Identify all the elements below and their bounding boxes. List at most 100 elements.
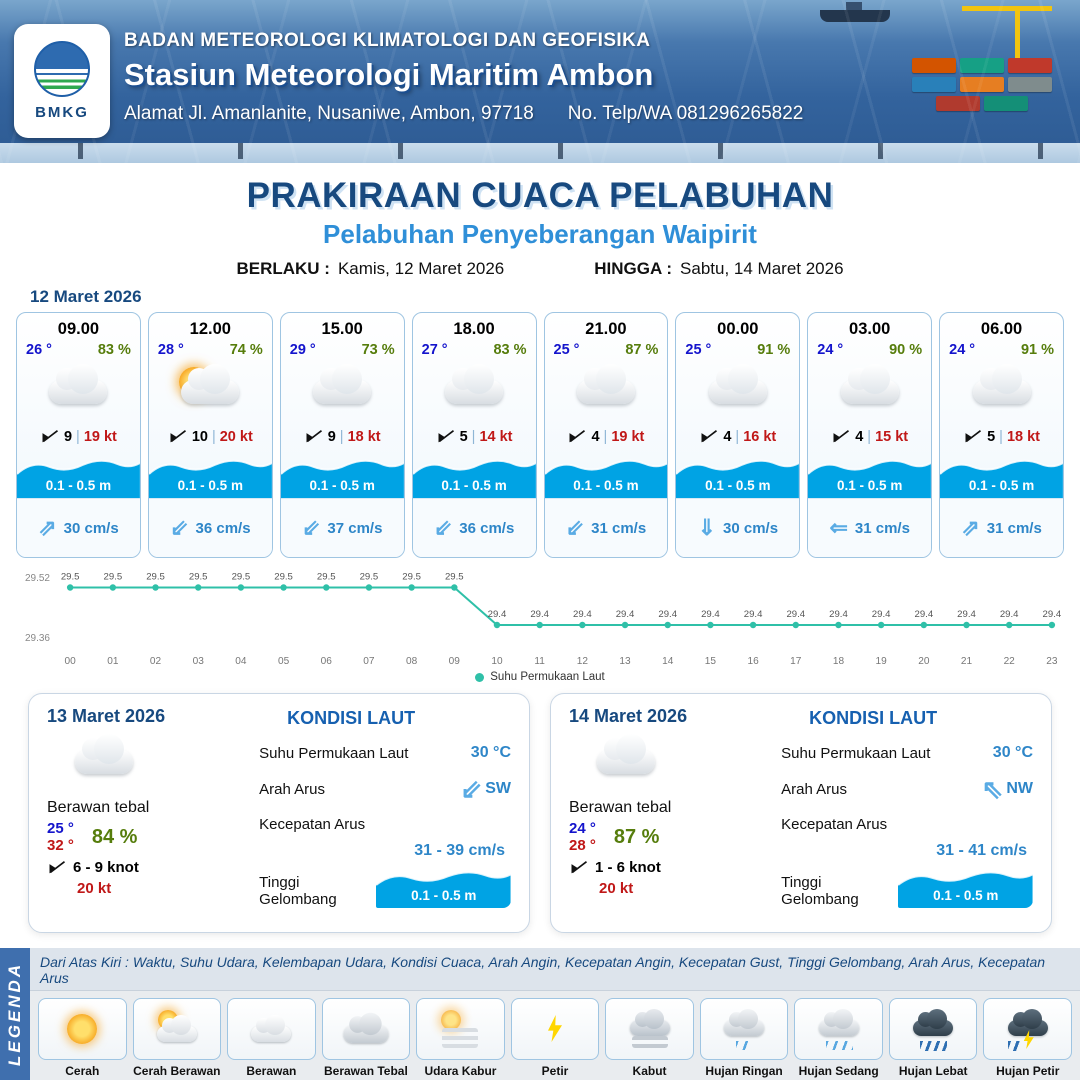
sst-line-chart: 29.5 00 29.5 01 29.5 02 29.5 03 29.5 04 29.5 05 29.5… [61,572,1062,667]
cerah-berawan-icon [149,358,272,426]
legend-item: Berawan Tebal [321,998,411,1078]
daily-humidity: 84 % [91,825,138,848]
legend-item: Hujan Ringan [699,998,789,1078]
chart-x-tick: 03 [193,656,205,667]
air-temperature: 24 ° [949,342,976,358]
crane-arm-icon [962,6,1052,11]
chart-point [664,621,671,629]
wind-row: 5 | 14 kt [413,426,536,452]
wind-speed: 5 [459,428,468,445]
kecepatan-arus-label: Kecepatan Arus [781,816,888,833]
chart-point [877,621,885,629]
chart-point [451,584,458,591]
daily-card: 13 Maret 2026 Berawan tebal 25 ° 32 ° 84… [28,693,530,933]
chart-point-label: 29.4 [1000,609,1019,620]
chart-x-tick: 11 [534,656,545,667]
current-speed: 30 cm/s [63,519,119,537]
cloud-icon [972,364,1031,404]
chart-point-label: 29.5 [189,572,208,583]
chart-point [493,621,501,629]
wind-speed: 10 [191,428,208,445]
daily-date: 13 Maret 2026 [47,706,166,726]
divider: | [735,428,740,445]
wind-row: 5 | 18 kt [940,426,1063,452]
legend-items-row: Cerah Cerah Berawan Berawan Berawan Teba… [30,991,1080,1080]
wave-graphic [376,871,511,908]
forecast-card: 18.00 27 ° 83 % 5 | 14 kt 0.1 - 0.5 m ⇙ … [411,312,537,558]
chart-point [237,584,245,591]
people-silhouettes-illustration [0,143,1080,159]
forecast-time: 21.00 [585,320,627,338]
bmkg-logo-icon [34,41,90,97]
current-row: ⇗ 30 cm/s [17,498,140,557]
chart-point [579,621,586,629]
forecast-date-label: 12 Maret 2026 [30,287,142,306]
chart-point [963,621,970,629]
current-direction-arrow-icon: ⇐ [829,515,848,540]
wind-row: 4 | 16 kt [676,426,799,452]
gust-speed: 15 kt [875,428,909,445]
wave-height: 0.1 - 0.5 m [411,888,477,903]
wave-height-row: Tinggi Gelombang 0.1 - 0.5 m [781,864,1033,908]
wind-barb-icon [571,861,588,874]
title-section: PRAKIRAAN CUACA PELABUHAN Pelabuhan Peny… [0,163,1080,279]
chart-x-tick: 17 [790,656,802,667]
humidity: 83 % [493,342,527,358]
kondisi-laut-title: KONDISI LAUT [809,708,938,728]
forecast-time: 03.00 [849,320,891,338]
divider: | [999,428,1003,445]
daily-gust: 20 kt [599,880,634,897]
legend-label: Berawan [246,1064,297,1078]
forecast-time: 18.00 [453,320,495,338]
current-direction-row: Arah Arus ⇙ SW [259,776,511,802]
temp-max: 28 ° [569,837,596,854]
legend-label: Cerah [65,1064,100,1078]
chart-point [280,584,287,591]
current-speed: 36 cm/s [195,519,251,537]
current-direction-text: NW [1006,780,1033,797]
forecast-time: 06.00 [980,320,1023,338]
current-speed-value: 31 - 39 cm/s [414,842,505,859]
wave-graphic [808,459,932,498]
wave-graphic [148,459,272,498]
current-speed: 31 cm/s [986,519,1042,537]
legend-item: Cerah Berawan [132,998,222,1078]
temp-humidity-row: 25 ° 91 % [676,341,799,358]
berawan-tebal-icon [338,1008,394,1050]
wind-row: 10 | 20 kt [149,426,272,452]
legend-body: Dari Atas Kiri : Waktu, Suhu Udara, Kele… [30,948,1080,1080]
wave-height: 0.1 - 0.5 m [177,478,243,493]
chart-point-label: 29.5 [317,572,336,583]
station-phone: No. Telp/WA 081296265822 [567,103,804,124]
chart-x-tick: 10 [491,656,503,667]
legend-label: Cerah Berawan [133,1064,221,1078]
current-row: ⇙ 37 cm/s [280,498,404,557]
humidity: 87 % [625,342,659,358]
legend-item: Cerah [38,998,127,1078]
chart-x-tick: 14 [662,656,674,667]
chart-x-tick: 21 [961,656,973,667]
gust-speed: 18 kt [1006,428,1041,445]
current-speed: 30 cm/s [723,519,779,537]
wave-graphic [412,459,536,498]
chart-x-tick: 04 [235,656,247,667]
legend-item: Petir [510,998,600,1078]
air-temperature: 26 ° [26,342,52,358]
chart-point-label: 29.4 [829,609,848,620]
chart-point-label: 29.5 [274,572,293,583]
arah-arus-label: Arah Arus [781,780,848,798]
current-speed: 37 cm/s [327,519,383,537]
temp-humidity-row: 24 ° 91 % [940,341,1063,358]
wave-height: 0.1 - 0.5 m [573,478,639,493]
gust-speed: 20 kt [219,428,253,445]
wind-barb-icon [438,430,454,443]
cloud-icon [576,364,635,404]
valid-until: HINGGA : Sabtu, 14 Maret 2026 [594,259,843,279]
wind-barb-icon [42,430,58,443]
chart-point-label: 29.5 [146,572,165,583]
daily-wind: 1 - 6 knot [595,859,661,876]
chart-x-tick: 13 [619,656,631,667]
current-direction-arrow-icon: ⇖ [981,774,1004,804]
air-temperature: 25 ° [685,342,712,358]
legend-label: Hujan Lebat [898,1064,968,1078]
